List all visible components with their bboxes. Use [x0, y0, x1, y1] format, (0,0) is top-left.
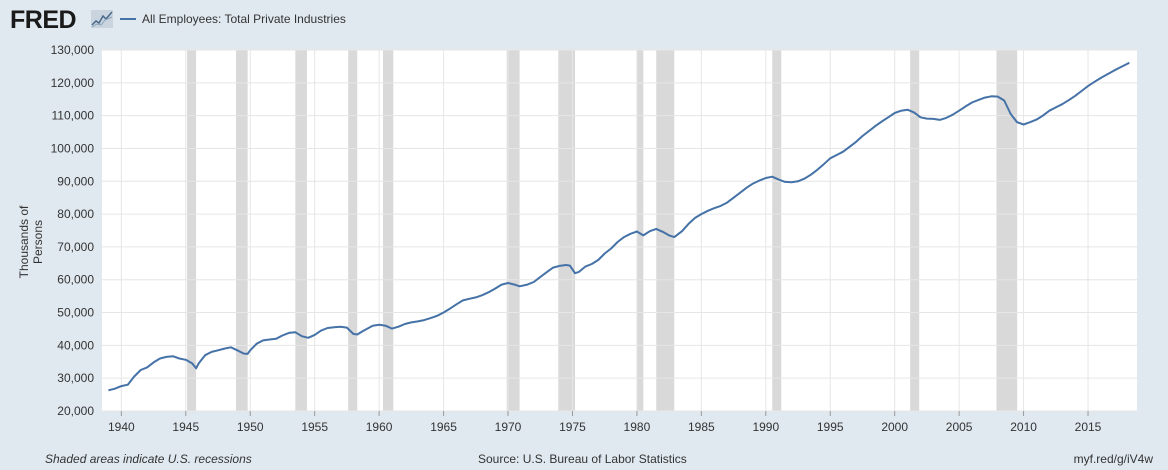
chart-legend[interactable]: All Employees: Total Private Industries: [120, 12, 346, 26]
x-tick-label: 1995: [817, 420, 844, 434]
y-axis-ticks: 20,000 30,000 40,000 50,000 60,000 70,000 80,0…: [51, 43, 95, 418]
recession-bands: [187, 50, 1018, 411]
fred-sparkline-icon: [91, 10, 113, 28]
x-tick-label: 1940: [108, 420, 135, 434]
y-tick-label: 30,000: [57, 371, 94, 385]
recession-band: [295, 50, 307, 411]
y-tick-label: 130,000: [51, 43, 95, 57]
x-tick-label: 1970: [495, 420, 522, 434]
recession-note: Shaded areas indicate U.S. recessions: [45, 452, 252, 466]
y-tick-label: 60,000: [57, 273, 94, 287]
recession-band: [558, 50, 576, 411]
y-tick-label: 110,000: [52, 109, 95, 123]
y-tick-label: 90,000: [57, 174, 94, 188]
legend-swatch: [120, 18, 136, 20]
recession-band: [236, 50, 248, 411]
x-tick-label: 1965: [430, 420, 457, 434]
y-tick-label: 120,000: [51, 76, 95, 90]
x-tick-label: 1955: [301, 420, 328, 434]
x-tick-label: 1990: [752, 420, 779, 434]
x-tick-label: 2010: [1010, 420, 1037, 434]
recession-band: [996, 50, 1018, 411]
x-tick-label: 2005: [946, 420, 973, 434]
x-axis-ticks: 1940 1945 1950 1955 1960 1965 1970 1975 1980 1985…: [108, 411, 1102, 434]
y-tick-label: 50,000: [57, 306, 94, 320]
recession-band: [348, 50, 358, 411]
line-chart[interactable]: 20,000 30,000 40,000 50,000 60,000 70,000 80,0…: [0, 0, 1168, 450]
recession-band: [910, 50, 920, 411]
gridlines: [102, 49, 1137, 412]
recession-band: [656, 50, 675, 411]
x-tick-label: 1950: [237, 420, 264, 434]
y-tick-label: 40,000: [57, 338, 94, 352]
x-tick-label: 2000: [881, 420, 908, 434]
recession-band: [187, 50, 197, 411]
x-tick-label: 1980: [624, 420, 651, 434]
y-tick-label: 100,000: [51, 141, 95, 155]
series-line[interactable]: [108, 61, 1130, 392]
plot-area: [102, 50, 1137, 411]
fred-logo[interactable]: FRED: [10, 6, 77, 34]
x-tick-label: 1975: [559, 420, 586, 434]
y-tick-label: 80,000: [57, 207, 94, 221]
x-tick-label: 1945: [172, 420, 199, 434]
chart-header: FRED All Employees: Total Private Indust…: [0, 0, 1168, 40]
legend-label: All Employees: Total Private Industries: [142, 12, 346, 26]
recession-band: [772, 50, 782, 411]
recession-band: [382, 50, 394, 411]
y-tick-label: 20,000: [57, 404, 94, 418]
recession-band: [506, 50, 520, 411]
x-tick-label: 1985: [688, 420, 715, 434]
recession-band: [636, 50, 644, 411]
y-tick-label: 70,000: [57, 240, 94, 254]
source-note: Source: U.S. Bureau of Labor Statistics: [478, 452, 687, 466]
x-tick-label: 1960: [366, 420, 393, 434]
short-link[interactable]: myf.red/g/iV4w: [1073, 452, 1153, 466]
x-tick-label: 2015: [1075, 420, 1102, 434]
